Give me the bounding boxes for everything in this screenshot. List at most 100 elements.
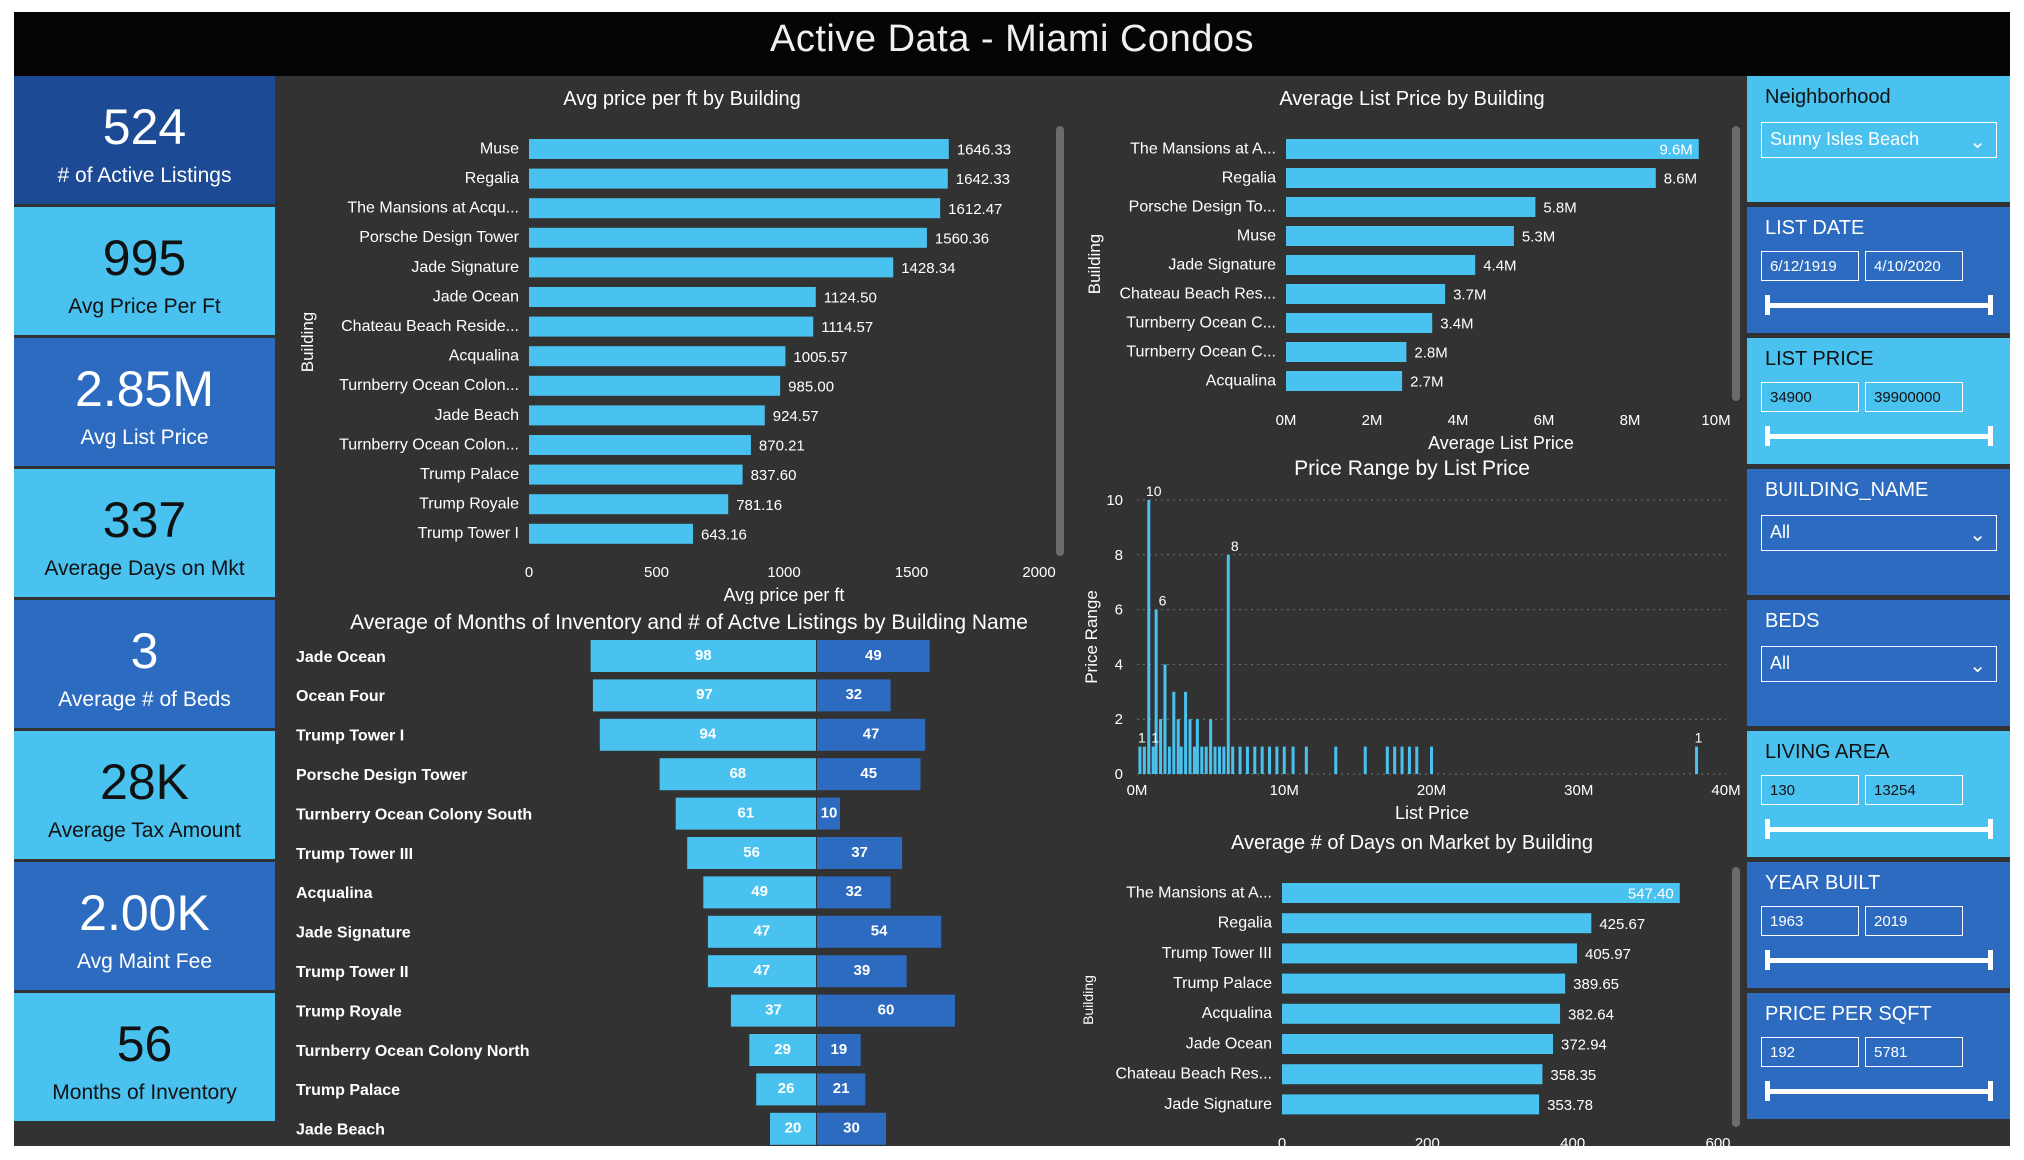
column	[1200, 746, 1204, 774]
data-label: 1646.33	[957, 142, 1011, 159]
living-area-slider-min-handle[interactable]	[1765, 819, 1770, 839]
kpi-avg-price-per-ft: 995 Avg Price Per Ft	[14, 207, 275, 335]
bar	[1282, 1003, 1561, 1024]
living-area-slider-max-handle[interactable]	[1988, 819, 1993, 839]
column	[1231, 746, 1235, 774]
bar	[1282, 973, 1566, 994]
kpi-avg-list-price: 2.85M Avg List Price	[14, 338, 275, 466]
column	[1385, 746, 1389, 774]
slicer-price-per-sqft: PRICE PER SQFT 192 5781	[1747, 993, 2010, 1119]
chart-title: Price Range by List Price	[1294, 457, 1530, 480]
scrollbar	[1732, 126, 1740, 401]
kpi-avg-maint-fee: 2.00K Avg Maint Fee	[14, 862, 275, 990]
bar	[1282, 1094, 1540, 1115]
bar-active-listings	[817, 955, 907, 988]
list-date-max-input[interactable]: 4/10/2020	[1865, 251, 1963, 281]
y-axis-label: Building	[1085, 234, 1104, 295]
data-label: 19	[831, 1041, 848, 1058]
data-label: 1124.50	[824, 290, 877, 307]
kpi-avg-beds: 3 Average # of Beds	[14, 600, 275, 728]
data-label: 1	[1138, 730, 1146, 746]
column	[1275, 746, 1279, 774]
chart-price-range: Price Range by List Price 0 2 4 6 8 10 0M 10M 20M…	[1082, 457, 1741, 823]
year-built-min-input[interactable]: 1963	[1761, 906, 1859, 936]
column	[1226, 554, 1230, 774]
price-per-sqft-slider-track[interactable]	[1767, 1089, 1991, 1094]
data-label: 10	[821, 804, 838, 821]
category-label: Ocean Four	[296, 688, 385, 705]
column	[1407, 746, 1411, 774]
category-label: Jade Signature	[296, 925, 411, 942]
list-price-max-input[interactable]: 39900000	[1865, 382, 1963, 412]
year-built-max-input[interactable]: 2019	[1865, 906, 1963, 936]
bar-active-listings	[817, 1112, 886, 1145]
bar-active-listings	[817, 876, 891, 909]
beds-dropdown[interactable]: All ⌄	[1761, 646, 1997, 682]
list-date-min-input[interactable]: 6/12/1919	[1761, 251, 1859, 281]
neighborhood-dropdown[interactable]: Sunny Isles Beach ⌄	[1761, 122, 1997, 158]
category-label: Turnberry Ocean C...	[1126, 343, 1276, 360]
year-built-slider-track[interactable]	[1767, 958, 1991, 963]
x-tick-label: 10M	[1701, 412, 1730, 429]
year-built-slider-min-handle[interactable]	[1765, 950, 1770, 970]
column	[1142, 746, 1146, 774]
living-area-min-input[interactable]: 130	[1761, 775, 1859, 805]
bar	[529, 405, 765, 426]
x-tick-label: 400	[1560, 1135, 1585, 1146]
data-label: 20	[785, 1120, 802, 1137]
column	[1253, 746, 1257, 774]
list-date-slider-max-handle[interactable]	[1988, 295, 1993, 315]
category-label: Jade Ocean	[296, 649, 386, 666]
y-tick-label: 10	[1106, 492, 1123, 509]
slicer-beds: BEDS All ⌄	[1747, 600, 2010, 726]
category-label: Turnberry Ocean Colon...	[339, 377, 519, 394]
kpi-value: 995	[102, 230, 187, 286]
slicer-title: BUILDING_NAME	[1765, 479, 1929, 501]
list-price-slider-max-handle[interactable]	[1988, 426, 1993, 446]
kpi-label: Average Tax Amount	[47, 819, 242, 842]
column	[1195, 719, 1199, 774]
price-per-sqft-max-input[interactable]: 5781	[1865, 1037, 1963, 1067]
living-area-max-input[interactable]: 13254	[1865, 775, 1963, 805]
category-label: Porsche Design To...	[1129, 198, 1276, 215]
kpi-label: Avg List Price	[80, 426, 209, 449]
building-name-dropdown[interactable]: All ⌄	[1761, 515, 1997, 551]
bar	[1286, 371, 1403, 391]
list-price-slider-min-handle[interactable]	[1765, 426, 1770, 446]
category-label: Acqualina	[1206, 372, 1276, 389]
x-axis-label: Average List Price	[1428, 433, 1574, 453]
data-label: 21	[833, 1080, 850, 1097]
chart-price-per-ft: Avg price per ft by Building Building Muse…	[298, 88, 1064, 604]
kpi-label: Average Days on Mkt	[44, 557, 245, 580]
data-label: 425.67	[1599, 916, 1645, 933]
kpi-active-listings: 524 # of Active Listings	[14, 76, 275, 204]
price-per-sqft-min-input[interactable]: 192	[1761, 1037, 1859, 1067]
bar-active-listings	[817, 1073, 866, 1106]
bar	[529, 287, 816, 307]
bar-months-inventory	[592, 679, 816, 712]
list-price-slider-track[interactable]	[1767, 434, 1991, 439]
category-label: Jade Signature	[411, 259, 519, 276]
living-area-slider-track[interactable]	[1767, 827, 1991, 832]
bar-active-listings	[817, 994, 955, 1027]
year-built-slider-max-handle[interactable]	[1988, 950, 1993, 970]
kpi-value: 28K	[100, 754, 189, 810]
chart-avg-list-price: Average List Price by Building Building Th…	[1085, 88, 1740, 453]
data-label: 60	[878, 1001, 895, 1018]
category-label: The Mansions at A...	[1126, 884, 1272, 901]
bar	[1286, 255, 1476, 275]
category-label: Chateau Beach Res...	[1115, 1066, 1272, 1083]
data-label: 924.57	[773, 408, 819, 425]
list-date-slider-min-handle[interactable]	[1765, 295, 1770, 315]
kpi-months-inventory: 56 Months of Inventory	[14, 993, 275, 1121]
bar-months-inventory	[707, 955, 816, 988]
data-label: 1	[1695, 730, 1703, 746]
price-per-sqft-slider-min-handle[interactable]	[1765, 1081, 1770, 1101]
category-label: Regalia	[1218, 915, 1272, 932]
list-date-slider-track[interactable]	[1767, 303, 1991, 308]
data-label: 353.78	[1547, 1097, 1593, 1114]
price-per-sqft-slider-max-handle[interactable]	[1988, 1081, 1993, 1101]
bar-active-listings	[817, 837, 903, 869]
list-price-min-input[interactable]: 34900	[1761, 382, 1859, 412]
category-label: Porsche Design Tower	[296, 767, 467, 784]
